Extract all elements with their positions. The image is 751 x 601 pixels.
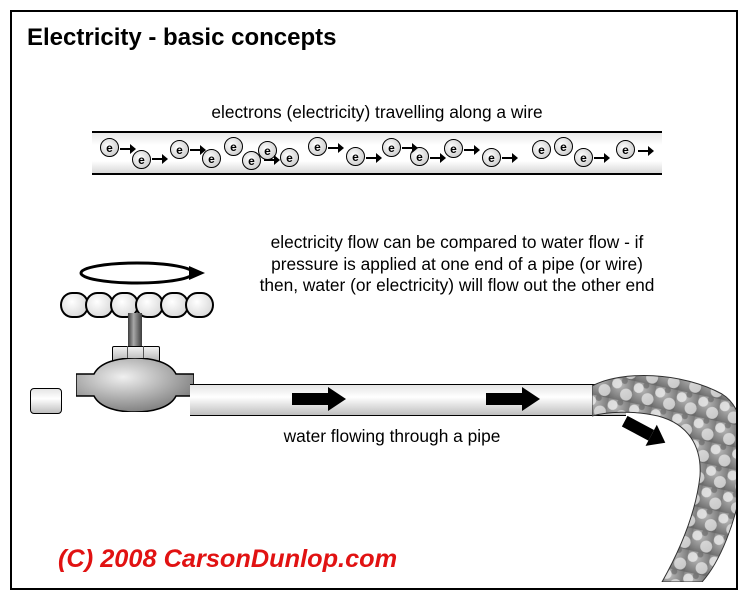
electron-icon: e bbox=[444, 139, 463, 158]
flow-arrow-icon bbox=[152, 154, 168, 164]
diagram-frame: Electricity - basic concepts electrons (… bbox=[10, 10, 738, 590]
water-splash bbox=[592, 372, 738, 582]
electron-icon: e bbox=[308, 137, 327, 156]
flow-arrow-icon bbox=[464, 145, 480, 155]
diagram-title: Electricity - basic concepts bbox=[27, 24, 336, 52]
wire: eeeeeeeeeeeeeeeeee bbox=[92, 131, 662, 175]
tap-knob bbox=[185, 292, 214, 318]
flow-arrow-icon bbox=[366, 153, 382, 163]
electron-icon: e bbox=[532, 140, 551, 159]
flow-arrow-icon bbox=[402, 143, 418, 153]
flow-arrow-icon bbox=[486, 387, 540, 411]
flow-arrow-icon bbox=[594, 153, 610, 163]
electron-icon: e bbox=[616, 140, 635, 159]
rotation-arrow-icon bbox=[67, 260, 207, 286]
flow-arrow-icon bbox=[638, 146, 654, 156]
electron-icon: e bbox=[574, 148, 593, 167]
wire-caption: electrons (electricity) travelling along… bbox=[92, 102, 662, 123]
pipe-stub-left bbox=[30, 388, 62, 414]
electron-icon: e bbox=[554, 137, 573, 156]
analogy-caption: electricity flow can be compared to wate… bbox=[257, 232, 657, 297]
electron-icon: e bbox=[346, 147, 365, 166]
flow-arrow-icon bbox=[328, 143, 344, 153]
electron-icon: e bbox=[482, 148, 501, 167]
electron-icon: e bbox=[280, 148, 299, 167]
pipe-main bbox=[190, 384, 626, 416]
tap-stem bbox=[128, 313, 142, 349]
flow-arrow-icon bbox=[120, 144, 136, 154]
flow-arrow-icon bbox=[190, 145, 206, 155]
pipe-caption: water flowing through a pipe bbox=[262, 426, 522, 447]
flow-arrow-icon bbox=[430, 153, 446, 163]
flow-arrow-icon bbox=[502, 153, 518, 163]
copyright-text: (C) 2008 CarsonDunlop.com bbox=[58, 545, 397, 574]
electron-icon: e bbox=[224, 137, 243, 156]
electron-icon: e bbox=[382, 138, 401, 157]
wire-section: electrons (electricity) travelling along… bbox=[92, 102, 662, 175]
page: Electricity - basic concepts electrons (… bbox=[0, 0, 751, 601]
flow-arrow-icon bbox=[264, 155, 280, 165]
electron-icon: e bbox=[170, 140, 189, 159]
flow-arrow-icon bbox=[292, 387, 346, 411]
electron-icon: e bbox=[100, 138, 119, 157]
